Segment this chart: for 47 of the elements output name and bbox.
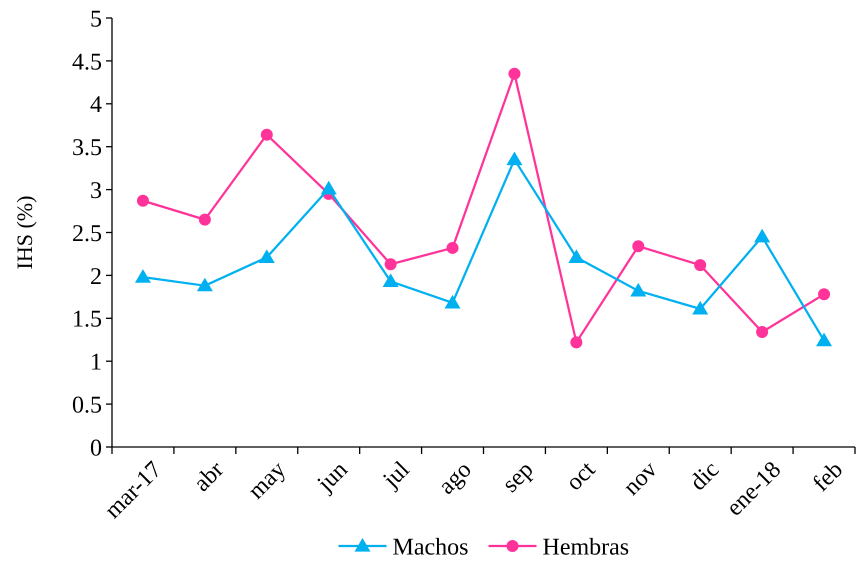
x-tick-label: abr — [188, 456, 229, 497]
y-axis-title: IHS (%) — [12, 196, 37, 270]
y-tick-label: 3.5 — [72, 135, 102, 162]
y-tick-label: 2.5 — [72, 220, 102, 247]
point — [632, 240, 644, 252]
x-tick-label: feb — [808, 456, 848, 497]
y-tick-label: 0 — [90, 435, 102, 462]
point — [320, 180, 337, 194]
point — [198, 214, 211, 226]
point — [384, 258, 397, 270]
point — [568, 249, 584, 263]
y-tick-label: 1.5 — [72, 306, 102, 333]
point — [508, 68, 520, 80]
y-tick-label: 0.5 — [72, 392, 102, 418]
point — [444, 294, 461, 308]
point — [816, 332, 832, 346]
point — [692, 300, 708, 314]
y-tick-label: 2 — [90, 264, 102, 290]
point — [382, 273, 399, 288]
point — [570, 336, 582, 348]
x-tick-label: jul — [378, 456, 415, 494]
x-tick-label: ago — [434, 456, 477, 500]
legend-label: Machos — [392, 534, 468, 560]
point — [694, 259, 706, 272]
y-tick-label: 3 — [90, 178, 102, 204]
y-tick-label: 4 — [90, 92, 102, 118]
point — [196, 278, 213, 292]
legend-label: Hembras — [542, 534, 630, 560]
y-tick-label: 5 — [90, 6, 102, 32]
point — [260, 128, 273, 141]
y-tick-label: 4.5 — [72, 49, 102, 76]
x-tick-label: oct — [561, 456, 601, 496]
point — [136, 194, 149, 207]
point — [630, 282, 646, 296]
point — [258, 249, 275, 263]
x-tick-label: jun — [312, 456, 353, 498]
point — [446, 242, 459, 254]
x-tick-label: sep — [498, 456, 539, 498]
point — [818, 288, 830, 300]
point — [506, 152, 522, 166]
x-tick-label: nov — [618, 456, 662, 501]
y-tick-label: 1 — [90, 350, 102, 376]
point — [134, 269, 151, 283]
x-tick-label: may — [243, 456, 291, 504]
x-tick-label: dic — [685, 456, 724, 496]
point — [754, 228, 770, 242]
point — [756, 326, 768, 338]
